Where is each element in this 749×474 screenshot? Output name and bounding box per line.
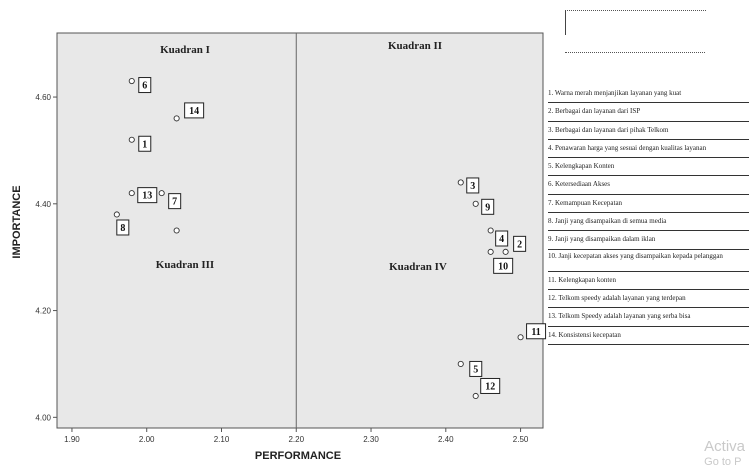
data-point (517, 334, 524, 341)
quadrant-labels: Kuadran I Kuadran II Kuadran III Kuadran IV (156, 40, 447, 273)
x-tick-label: 2.40 (438, 435, 454, 444)
legend-item: 7. Kemampuan Kecepatan (548, 195, 749, 214)
legend-item: 14. Konsistensi kecepatan (548, 327, 749, 345)
quadrant-label: Kuadran IV (389, 261, 447, 273)
point-label: 4 (499, 234, 504, 245)
top-box (565, 10, 706, 35)
watermark-line-2: Go to P (704, 455, 742, 468)
x-axis-label: PERFORMANCE (255, 450, 341, 462)
legend-item: 4. Penawaran harga yang sesuai dengan ku… (548, 140, 749, 159)
x-tick-label: 2.20 (288, 435, 304, 444)
data-point (128, 77, 135, 85)
point-label-box (513, 235, 527, 252)
data-point (113, 211, 120, 218)
legend-item: 2. Berbagai dan layanan dari ISP (548, 103, 749, 122)
quadrant-label: Kuadran II (388, 40, 442, 52)
data-point (502, 248, 509, 255)
data-point (457, 179, 464, 186)
legend-item: 5. Kelengkapan Konten (548, 158, 749, 177)
point-label: 12 (485, 381, 495, 392)
y-tick-label: 4.60 (35, 93, 51, 102)
legend-list: 1. Warna merah menjanjikan layanan yang … (548, 85, 749, 345)
legend-item: 9. Janji yang disampaikan dalam iklan (548, 231, 749, 250)
x-tick-label: 2.00 (139, 435, 155, 444)
watermark: Activa Go to P (704, 439, 745, 468)
x-tick-label: 2.30 (363, 435, 379, 444)
quadrant-label: Kuadran I (160, 44, 210, 56)
legend-item: 1. Warna merah menjanjikan layanan yang … (548, 85, 749, 104)
data-point (128, 190, 135, 197)
point-label-box (168, 193, 182, 210)
y-axis-label: IMPORTANCE (11, 185, 23, 258)
legend-item: 8. Janji yang disampaikan di semua media (548, 213, 749, 232)
data-point (128, 136, 135, 143)
data-point (487, 227, 494, 234)
data-point (158, 190, 165, 197)
y-tick-label: 4.00 (35, 413, 51, 422)
legend-item: 12. Telkom speedy adalah layanan yang te… (548, 290, 749, 309)
legend-item: 10. Janji kecepatan akses yang disampaik… (548, 250, 749, 272)
data-point (472, 200, 479, 207)
data-point (457, 360, 464, 367)
point-label: 9 (485, 202, 490, 213)
top-dotted-line (565, 52, 705, 53)
point-label-box (466, 177, 480, 194)
point-label: 7 (172, 197, 177, 208)
data-point (173, 115, 180, 122)
x-tick-label: 1.90 (64, 435, 80, 444)
legend-item: 6. Ketersediaan Akses (548, 176, 749, 195)
point-label-box (495, 230, 509, 247)
legend-item: 11. Kelengkapan konten (548, 272, 749, 290)
point-label: 13 (142, 191, 152, 202)
point-label: 1 (142, 139, 147, 150)
point-label-box (480, 377, 501, 394)
data-point (472, 392, 479, 400)
point-label: 10 (498, 261, 508, 272)
point-label-box (137, 187, 158, 204)
point-label-box (138, 77, 152, 94)
x-tick-label: 2.10 (214, 435, 230, 444)
watermark-line-1: Activa (704, 438, 745, 456)
point-label: 5 (473, 364, 478, 375)
point-label: 2 (517, 239, 522, 250)
point-label: 3 (470, 181, 475, 192)
quadrant-label: Kuadran III (156, 259, 214, 271)
point-label: 6 (142, 81, 147, 92)
data-point (487, 248, 494, 255)
y-tick-label: 4.20 (35, 307, 51, 316)
point-label: 14 (189, 106, 199, 117)
point-label-box (116, 219, 130, 236)
point-label-box (184, 102, 205, 119)
point-label-box (469, 360, 483, 377)
point-label: 11 (531, 327, 540, 338)
y-tick-label: 4.40 (35, 200, 51, 209)
data-point (173, 227, 180, 234)
point-label-box (138, 135, 152, 152)
x-tick-label: 2.50 (513, 435, 529, 444)
legend-item: 13. Telkom Speedy adalah layanan yang se… (548, 308, 749, 327)
legend-item: 3. Berbagai dan layanan dari pihak Telko… (548, 122, 749, 140)
point-label: 8 (120, 223, 125, 234)
y-axis-ticks: 4.00 4.20 4.40 4.60 (35, 93, 57, 422)
point-label-box (493, 257, 514, 274)
point-label-box (526, 323, 547, 340)
x-axis-ticks: 1.90 2.00 2.10 2.20 2.30 2.40 2.50 (64, 428, 529, 444)
point-label-box (481, 198, 495, 215)
